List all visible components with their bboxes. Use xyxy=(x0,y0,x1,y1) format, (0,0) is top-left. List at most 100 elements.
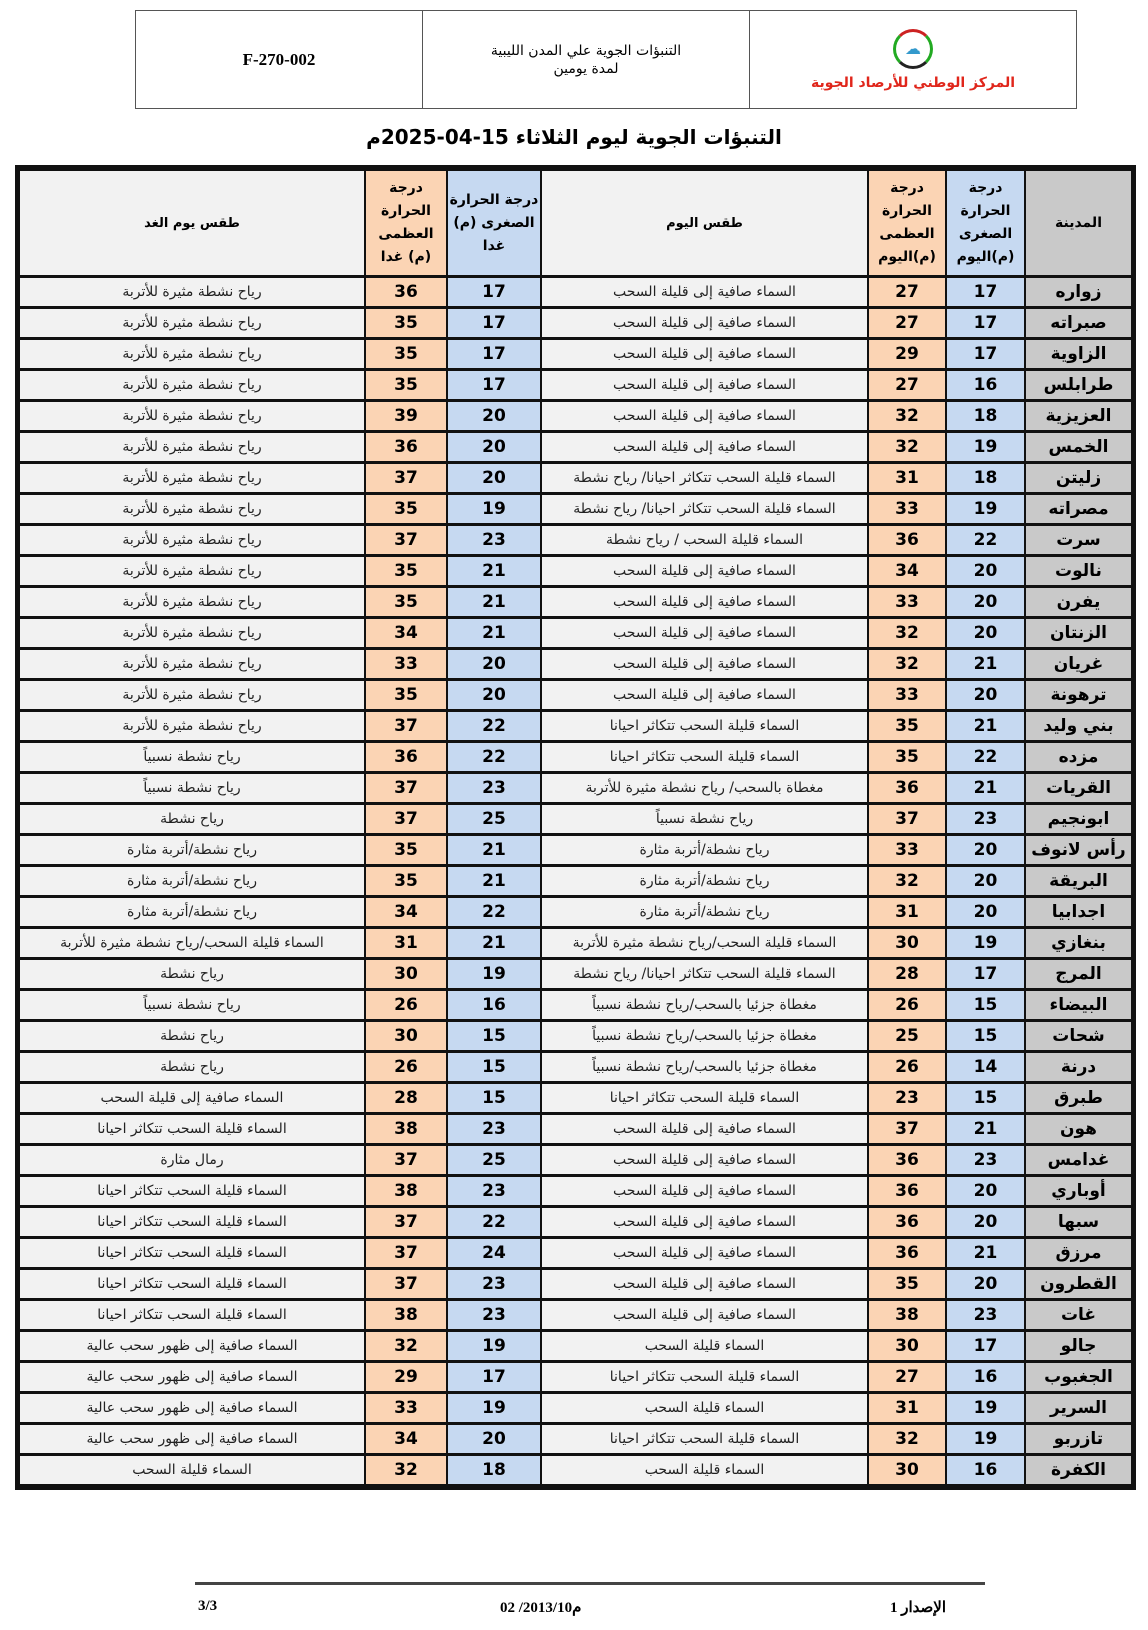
weather-today-cell: السماء قليلة السحب تتكاثر احيانا xyxy=(542,1363,867,1391)
min-tomorrow-cell: 21 xyxy=(448,619,540,647)
min-today-cell: 15 xyxy=(947,991,1024,1019)
max-tomorrow-cell: 36 xyxy=(366,433,446,461)
weather-tomorrow-cell: رياح نشطة xyxy=(20,1022,364,1050)
table-row: هون 21 37 السماء صافية إلى قليلة السحب 23 38 ا… xyxy=(20,1115,1131,1143)
table-row: البريقة 20 32 رياح نشطة/أتربة مثارة 21 35 رياح… xyxy=(20,867,1131,895)
max-tomorrow-cell: 37 xyxy=(366,1239,446,1267)
table-row: زليتن 18 31 السماء قليلة السحب تتكاثر احيان… xyxy=(20,464,1131,492)
city-cell: العزيزية xyxy=(1026,402,1131,430)
weather-today-cell: السماء صافية إلى قليلة السحب xyxy=(542,1208,867,1236)
min-tomorrow-cell: 21 xyxy=(448,929,540,957)
table-header-row: المدينة درجة الحرارة الصغرى (م)اليوم درج… xyxy=(20,171,1131,275)
city-cell: اجدابيا xyxy=(1026,898,1131,926)
weather-tomorrow-cell: رياح نشطة مثيرة للأتربة xyxy=(20,619,364,647)
max-today-cell: 30 xyxy=(869,1456,945,1484)
table-row: ترهونة 20 33 السماء صافية إلى قليلة السحب 20… xyxy=(20,681,1131,709)
weather-tomorrow-cell: السماء قليلة السحب تتكاثر احيانا xyxy=(20,1270,364,1298)
weather-today-cell: السماء قليلة السحب xyxy=(542,1332,867,1360)
table-row: المرج 17 28 السماء قليلة السحب تتكاثر احيان… xyxy=(20,960,1131,988)
weather-tomorrow-cell: رياح نشطة مثيرة للأتربة xyxy=(20,371,364,399)
weather-tomorrow-cell: السماء قليلة السحب تتكاثر احيانا xyxy=(20,1208,364,1236)
weather-tomorrow-cell: السماء قليلة السحب تتكاثر احيانا xyxy=(20,1115,364,1143)
min-tomorrow-cell: 21 xyxy=(448,588,540,616)
max-tomorrow-cell: 35 xyxy=(366,681,446,709)
min-tomorrow-cell: 20 xyxy=(448,650,540,678)
footer-version: الإصدار 1 xyxy=(890,1600,946,1616)
min-today-cell: 23 xyxy=(947,805,1024,833)
weather-today-cell: السماء صافية إلى قليلة السحب xyxy=(542,650,867,678)
min-tomorrow-cell: 22 xyxy=(448,712,540,740)
weather-today-cell: مغطاة جزئيا بالسحب/رياح نشطة نسبياً xyxy=(542,1022,867,1050)
table-row: نالوت 20 34 السماء صافية إلى قليلة السحب 21 3… xyxy=(20,557,1131,585)
weather-today-cell: السماء قليلة السحب xyxy=(542,1394,867,1422)
city-cell: الزنتان xyxy=(1026,619,1131,647)
max-today-cell: 36 xyxy=(869,774,945,802)
document-header: F-270-002 التنبؤات الجوية علي المدن اللي… xyxy=(135,10,1077,109)
table-row: الكفرة 16 30 السماء قليلة السحب 18 32 السماء ق… xyxy=(20,1456,1131,1484)
max-tomorrow-cell: 34 xyxy=(366,898,446,926)
header-min-tomorrow: درجة الحرارة الصغرى (م) غدا xyxy=(448,171,540,275)
table-row: درنة 14 26 مغطاة جزئيا بالسحب/رياح نشطة نسب… xyxy=(20,1053,1131,1081)
min-today-cell: 20 xyxy=(947,619,1024,647)
weather-tomorrow-cell: رياح نشطة مثيرة للأتربة xyxy=(20,681,364,709)
city-cell: المرج xyxy=(1026,960,1131,988)
min-tomorrow-cell: 23 xyxy=(448,1115,540,1143)
header-max-tomorrow: درجة الحرارة العظمى (م) غدا xyxy=(366,171,446,275)
weather-tomorrow-cell: رياح نشطة xyxy=(20,960,364,988)
max-today-cell: 36 xyxy=(869,1239,945,1267)
weather-tomorrow-cell: رياح نشطة مثيرة للأتربة xyxy=(20,495,364,523)
weather-today-cell: السماء صافية إلى قليلة السحب xyxy=(542,309,867,337)
table-row: يفرن 20 33 السماء صافية إلى قليلة السحب 21 35… xyxy=(20,588,1131,616)
table-row: الخمس 19 32 السماء صافية إلى قليلة السحب 20 3… xyxy=(20,433,1131,461)
form-code: F-270-002 xyxy=(136,11,423,108)
min-today-cell: 16 xyxy=(947,1363,1024,1391)
weather-today-cell: السماء صافية إلى قليلة السحب xyxy=(542,1115,867,1143)
min-today-cell: 19 xyxy=(947,433,1024,461)
city-cell: تازربو xyxy=(1026,1425,1131,1453)
weather-tomorrow-cell: رياح نشطة مثيرة للأتربة xyxy=(20,309,364,337)
max-today-cell: 29 xyxy=(869,340,945,368)
max-today-cell: 27 xyxy=(869,278,945,306)
footer-divider xyxy=(195,1582,985,1585)
table-row: زواره 17 27 السماء صافية إلى قليلة السحب 17 3… xyxy=(20,278,1131,306)
city-cell: طبرق xyxy=(1026,1084,1131,1112)
min-tomorrow-cell: 20 xyxy=(448,464,540,492)
weather-today-cell: رياح نشطة نسبياً xyxy=(542,805,867,833)
city-cell: غات xyxy=(1026,1301,1131,1329)
weather-today-cell: السماء صافية إلى قليلة السحب xyxy=(542,588,867,616)
max-tomorrow-cell: 37 xyxy=(366,1208,446,1236)
max-tomorrow-cell: 35 xyxy=(366,495,446,523)
max-today-cell: 23 xyxy=(869,1084,945,1112)
max-tomorrow-cell: 38 xyxy=(366,1301,446,1329)
weather-today-cell: رياح نشطة/أتربة مثارة xyxy=(542,898,867,926)
city-cell: الزاوية xyxy=(1026,340,1131,368)
weather-today-cell: السماء صافية إلى قليلة السحب xyxy=(542,278,867,306)
table-row: سبها 20 36 السماء صافية إلى قليلة السحب 22 37… xyxy=(20,1208,1131,1236)
city-cell: البيضاء xyxy=(1026,991,1131,1019)
min-tomorrow-cell: 15 xyxy=(448,1022,540,1050)
weather-today-cell: السماء صافية إلى قليلة السحب xyxy=(542,433,867,461)
min-tomorrow-cell: 22 xyxy=(448,1208,540,1236)
weather-tomorrow-cell: رياح نشطة مثيرة للأتربة xyxy=(20,402,364,430)
weather-today-cell: السماء قليلة السحب تتكاثر احيانا xyxy=(542,1425,867,1453)
max-today-cell: 33 xyxy=(869,588,945,616)
city-cell: غدامس xyxy=(1026,1146,1131,1174)
weather-tomorrow-cell: رياح نشطة مثيرة للأتربة xyxy=(20,278,364,306)
min-tomorrow-cell: 19 xyxy=(448,1394,540,1422)
min-today-cell: 20 xyxy=(947,681,1024,709)
weather-today-cell: السماء قليلة السحب تتكاثر احيانا/ رياح ن… xyxy=(542,960,867,988)
max-today-cell: 32 xyxy=(869,1425,945,1453)
max-today-cell: 35 xyxy=(869,1270,945,1298)
max-tomorrow-cell: 37 xyxy=(366,1270,446,1298)
max-tomorrow-cell: 37 xyxy=(366,1146,446,1174)
city-cell: ترهونة xyxy=(1026,681,1131,709)
min-tomorrow-cell: 17 xyxy=(448,340,540,368)
weather-today-cell: رياح نشطة/أتربة مثارة xyxy=(542,867,867,895)
city-cell: هون xyxy=(1026,1115,1131,1143)
table-row: أوباري 20 36 السماء صافية إلى قليلة السحب 23… xyxy=(20,1177,1131,1205)
document-title: التنبؤات الجوية علي المدن الليبية لمدة ي… xyxy=(423,11,750,108)
city-cell: الجغبوب xyxy=(1026,1363,1131,1391)
table-row: طرابلس 16 27 السماء صافية إلى قليلة السحب 17… xyxy=(20,371,1131,399)
weather-today-cell: السماء صافية إلى قليلة السحب xyxy=(542,402,867,430)
min-today-cell: 18 xyxy=(947,402,1024,430)
